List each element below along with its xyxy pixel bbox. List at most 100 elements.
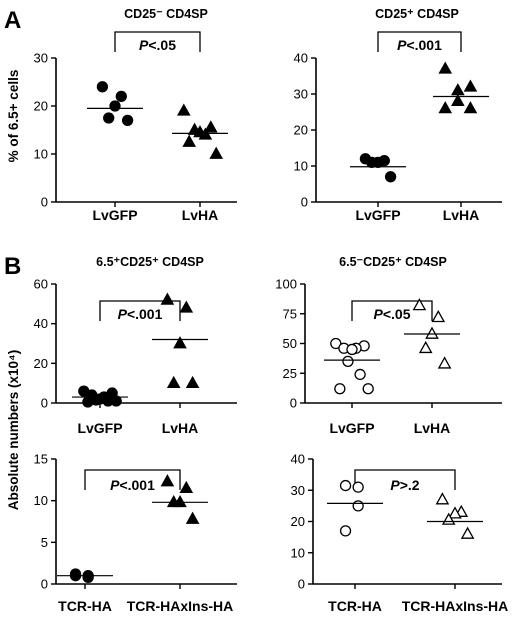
data-point-triangle bbox=[166, 495, 181, 508]
y-tick-label: 0 bbox=[301, 195, 308, 210]
y-tick-label: 30 bbox=[294, 87, 308, 102]
data-point-triangle bbox=[438, 61, 453, 74]
y-tick-label: 50 bbox=[283, 336, 297, 351]
data-point-triangle bbox=[431, 309, 446, 323]
x-category-label: LvGFP bbox=[92, 207, 137, 223]
y-tick-label: 0 bbox=[41, 577, 48, 592]
data-point-triangle bbox=[438, 101, 453, 114]
y-tick-label: 10 bbox=[291, 545, 305, 560]
data-point-circle bbox=[339, 479, 352, 492]
chart-title: 6.5⁻CD25⁺ CD4SP bbox=[339, 255, 447, 269]
x-category-label: LvHA bbox=[182, 207, 219, 223]
y-tick-label: 100 bbox=[275, 277, 297, 292]
plot-6: 0 10 20 30 40 TCR-HA TCR-HAxIns-HA P>.2 bbox=[291, 452, 509, 615]
y-tick-label: 0 bbox=[41, 396, 48, 411]
y-axis-label-b: Absolute numbers (x10⁴) bbox=[6, 350, 21, 510]
data-point-circle bbox=[354, 368, 366, 381]
significance-bracket bbox=[99, 300, 181, 321]
data-point-triangle bbox=[451, 83, 465, 96]
x-category-label: LvHA bbox=[443, 207, 480, 223]
plot-4: 0 25 50 75 100 LvGFP LvHA 6.5⁻CD25⁺ CD4SP P<.05 bbox=[275, 255, 502, 436]
data-point-triangle bbox=[463, 79, 478, 92]
y-tick-label: 20 bbox=[291, 514, 305, 529]
data-point-circle bbox=[115, 90, 127, 103]
data-point-circle bbox=[330, 337, 342, 350]
y-tick-label: 30 bbox=[291, 483, 305, 498]
chart-title: 6.5⁺CD25⁺ CD4SP bbox=[96, 255, 204, 269]
significance-bracket bbox=[114, 31, 201, 52]
p-value-label: P<.001 bbox=[397, 37, 442, 53]
p-value-label: P<.05 bbox=[374, 306, 411, 322]
data-point-circle bbox=[346, 343, 358, 356]
x-category-label: LvGFP bbox=[77, 420, 122, 436]
y-tick-label: 20 bbox=[294, 123, 308, 138]
y-tick-label: 0 bbox=[290, 396, 297, 411]
y-axis-label-a: % of 6.5+ cells bbox=[6, 70, 21, 163]
p-value-label: P<.001 bbox=[118, 306, 163, 322]
y-tick-label: 75 bbox=[283, 306, 297, 321]
y-tick-label: 20 bbox=[34, 99, 48, 114]
data-point-triangle bbox=[166, 375, 181, 389]
plot-3: 0 20 40 60 LvGFP LvHA 6.5⁺CD25⁺ CD4SP P<.001 bbox=[34, 255, 237, 436]
y-tick-label: 30 bbox=[34, 51, 48, 66]
data-point-circle bbox=[352, 500, 364, 512]
data-point-triangle bbox=[425, 326, 439, 339]
data-point-circle bbox=[109, 100, 121, 112]
data-point-triangle bbox=[173, 336, 187, 349]
plot-5: 0 5 10 15 TCR-HA TCR-HAxIns-HA P<.001 bbox=[34, 452, 237, 614]
y-tick-label: 10 bbox=[34, 493, 48, 508]
data-point-triangle bbox=[185, 375, 200, 389]
y-tick-label: 20 bbox=[34, 356, 48, 371]
x-category-label: LvGFP bbox=[329, 420, 374, 436]
y-tick-label: 0 bbox=[41, 195, 48, 210]
x-category-label: LvGFP bbox=[355, 207, 400, 223]
data-point-circle bbox=[121, 114, 134, 127]
panel-label-a: A bbox=[4, 7, 21, 34]
plot-1: 0 10 20 30 LvGFP LvHA CD25⁻ CD4SP P<.05 bbox=[34, 7, 237, 223]
data-point-circle bbox=[339, 525, 352, 537]
data-point-triangle bbox=[160, 474, 175, 487]
data-point-triangle bbox=[448, 506, 462, 519]
y-tick-label: 10 bbox=[34, 147, 48, 162]
data-point-circle bbox=[362, 383, 374, 395]
y-tick-label: 5 bbox=[41, 535, 48, 550]
x-category-label: LvHA bbox=[414, 420, 451, 436]
data-point-circle bbox=[334, 383, 346, 395]
data-point-triangle bbox=[460, 526, 475, 539]
data-point-triangle bbox=[463, 101, 478, 114]
p-value-label: P>.2 bbox=[390, 477, 419, 493]
x-category-label: TCR-HA bbox=[58, 598, 112, 614]
data-point-circle bbox=[366, 156, 378, 169]
data-point-circle bbox=[82, 571, 94, 583]
x-category-label: TCR-HAxIns-HA bbox=[402, 598, 509, 614]
data-point-triangle bbox=[160, 292, 175, 305]
data-point-triangle bbox=[182, 134, 197, 147]
y-tick-label: 40 bbox=[291, 452, 305, 467]
data-point-circle bbox=[384, 171, 397, 183]
y-tick-label: 0 bbox=[298, 577, 305, 592]
x-category-label: TCR-HAxIns-HA bbox=[127, 598, 234, 614]
data-point-circle bbox=[110, 395, 122, 407]
significance-bracket bbox=[354, 469, 456, 490]
x-category-label: LvHA bbox=[162, 420, 199, 436]
y-tick-label: 25 bbox=[283, 366, 297, 381]
data-point-triangle bbox=[176, 103, 191, 116]
chart-title: CD25⁻ CD4SP bbox=[124, 7, 208, 21]
data-point-triangle bbox=[179, 300, 194, 313]
data-point-circle bbox=[82, 396, 94, 408]
data-point-triangle bbox=[203, 120, 218, 133]
p-value-label: P<.05 bbox=[139, 37, 176, 53]
chart-title: CD25⁺ CD4SP bbox=[375, 7, 459, 21]
data-point-circle bbox=[352, 481, 364, 493]
x-category-label: TCR-HA bbox=[328, 598, 382, 614]
significance-bracket bbox=[377, 31, 462, 52]
data-point-triangle bbox=[451, 93, 465, 107]
y-tick-label: 40 bbox=[34, 316, 48, 331]
data-point-triangle bbox=[185, 511, 200, 524]
significance-bracket bbox=[84, 469, 181, 490]
data-point-triangle bbox=[435, 492, 450, 505]
plots: 0 10 20 30 LvGFP LvHA CD25⁻ CD4SP P<.05 0 10 20 30 4… bbox=[34, 7, 509, 614]
y-tick-label: 40 bbox=[294, 51, 308, 66]
data-point-triangle bbox=[209, 146, 224, 159]
